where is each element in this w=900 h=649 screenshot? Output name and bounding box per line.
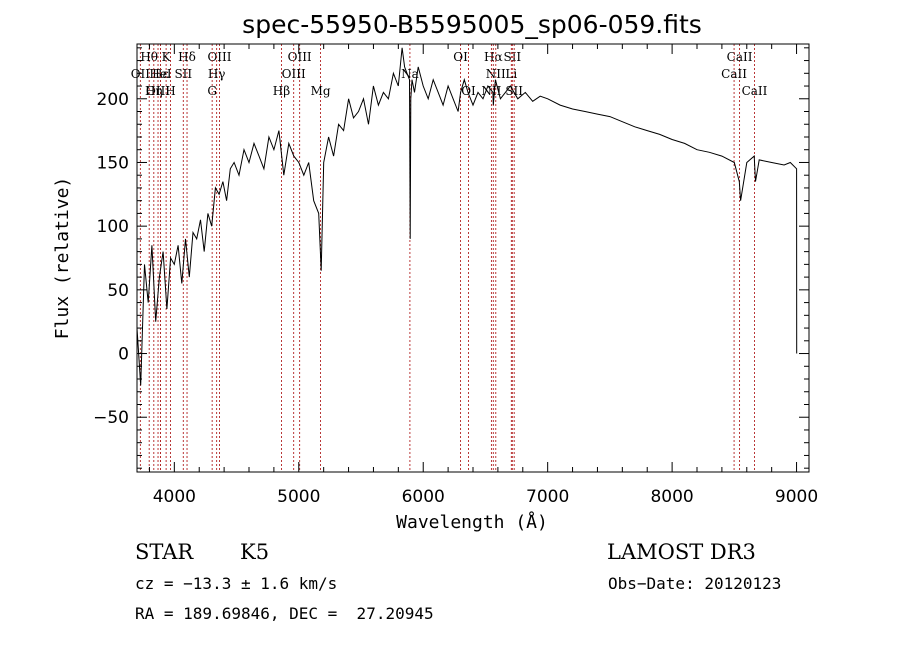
spectral-line-label: Hθ — [140, 50, 158, 64]
plot-frame — [136, 43, 810, 473]
x-tick-label: 4000 — [153, 487, 196, 507]
spectral-line-label: CaII — [742, 84, 768, 98]
spectral-line-label: SII — [174, 67, 192, 81]
spectral-line-label: Hβ — [273, 84, 290, 98]
x-tick-label: 9000 — [775, 487, 818, 507]
spectral-line-label: OI — [453, 50, 468, 64]
spectral-line-label: CaII — [727, 50, 753, 64]
y-tick-label: −50 — [93, 408, 129, 428]
chart-title: spec-55950-B5595005_sp06-059.fits — [242, 10, 702, 39]
y-tick-label: 100 — [97, 217, 129, 237]
y-tick-label: 50 — [107, 281, 129, 301]
x-tick-label: 7000 — [526, 487, 569, 507]
y-axis-ticks: −50 0 50 100 150 200 — [93, 47, 809, 469]
spectral-line-label: OIII — [282, 67, 306, 81]
spectral-line-label: CaII — [721, 67, 747, 81]
flux-series-line — [136, 47, 798, 386]
spectral-line-label: Li — [505, 67, 517, 81]
x-tick-label: 6000 — [402, 487, 445, 507]
spectral-line-label: OII — [131, 67, 151, 81]
x-axis-label: Wavelength (Å) — [396, 511, 548, 533]
spectral-line-label: Mg — [311, 84, 331, 98]
object-subclass: K5 — [240, 540, 270, 564]
x-axis-ticks: 4000 5000 6000 7000 8000 9000 — [148, 44, 818, 507]
y-axis-label: Flux (relative) — [52, 177, 73, 340]
spectral-line-label: OI — [461, 84, 476, 98]
spectral-line-label: NII — [486, 67, 506, 81]
spectral-line-label: HeI — [149, 67, 172, 81]
spectral-line-label: G — [207, 84, 217, 98]
x-tick-label: 8000 — [650, 487, 693, 507]
spectral-line-label: K — [162, 50, 172, 64]
x-tick-label: 5000 — [277, 487, 320, 507]
spectral-line-label: Hα — [484, 50, 503, 64]
spectral-line-label: Hδ — [178, 50, 196, 64]
spectral-line-label: Hη — [145, 84, 163, 98]
survey-name: LAMOST DR3 — [607, 540, 756, 564]
redshift-readout: cz = −13.3 ± 1.6 km/s — [135, 574, 338, 593]
spectral-line-label: H — [165, 84, 175, 98]
spectral-line-label: OIII — [288, 50, 312, 64]
object-class: STAR — [135, 540, 194, 564]
spectral-line-label: OIII — [146, 84, 170, 98]
y-tick-label: 200 — [97, 90, 129, 110]
y-tick-label: 150 — [97, 153, 129, 173]
obs-date: Obs−Date: 20120123 — [608, 574, 782, 593]
spectral-line-label: OIII — [207, 50, 231, 64]
spectral-line-label: SII — [505, 84, 523, 98]
y-tick-label: 0 — [118, 345, 129, 365]
spectral-line-label: SII — [503, 50, 521, 64]
coordinates: RA = 189.69846, DEC = 27.20945 — [135, 604, 434, 623]
spectral-line-label: Hγ — [208, 67, 226, 81]
